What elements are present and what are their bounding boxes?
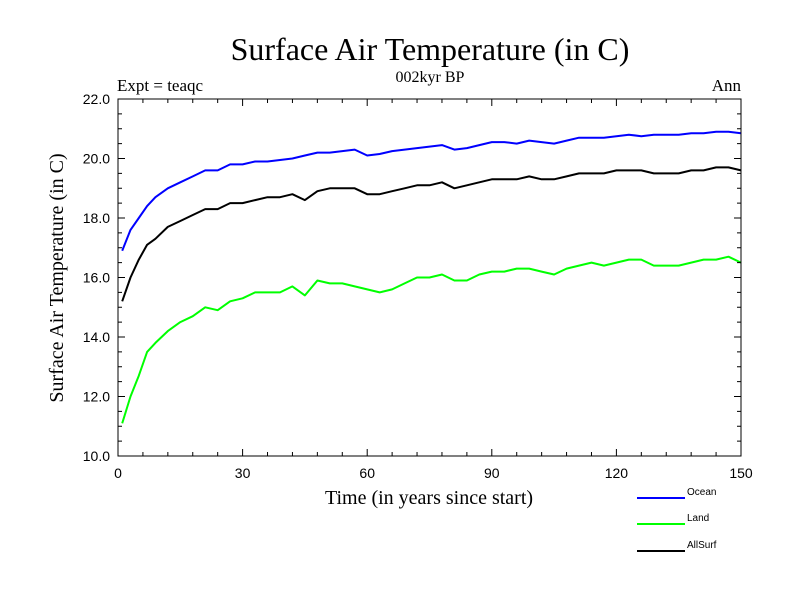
x-axis-label: Time (in years since start): [325, 487, 533, 509]
y-tick-label: 16.0: [83, 270, 110, 286]
legend-label-ocean: Ocean: [687, 487, 716, 498]
x-tick-label: 0: [114, 465, 122, 481]
x-tick-label: 90: [484, 465, 500, 481]
season-label: Ann: [712, 76, 742, 95]
y-tick-label: 18.0: [83, 210, 110, 226]
legend-label-allsurf: AllSurf: [687, 540, 717, 551]
chart-title: Surface Air Temperature (in C): [231, 31, 630, 67]
series-line-ocean: [121, 130, 742, 252]
series-line-allsurf: [121, 166, 742, 302]
chart-subtitle: 002kyr BP: [396, 69, 465, 86]
series-line-land: [121, 255, 742, 424]
legend-label-land: Land: [687, 513, 709, 524]
y-axis-label: Surface Air Temperature (in C): [46, 153, 68, 402]
y-tick-label: 10.0: [83, 448, 110, 464]
x-tick-label: 120: [605, 465, 629, 481]
series-layer: [121, 130, 742, 424]
y-tick-label: 22.0: [83, 91, 110, 107]
x-tick-label: 150: [729, 465, 753, 481]
legend: Ocean Land AllSurf: [637, 487, 717, 552]
ticks-layer: 10.0 12.0 14.0 16.0 18.0 20.0 22.0 0 30 60 90 120 15…: [83, 91, 753, 481]
y-tick-label: 12.0: [83, 389, 110, 405]
experiment-label: Expt = teaqc: [117, 76, 204, 95]
y-tick-label: 14.0: [83, 329, 110, 345]
x-tick-label: 30: [235, 465, 251, 481]
x-tick-label: 60: [359, 465, 375, 481]
y-tick-label: 20.0: [83, 151, 110, 167]
